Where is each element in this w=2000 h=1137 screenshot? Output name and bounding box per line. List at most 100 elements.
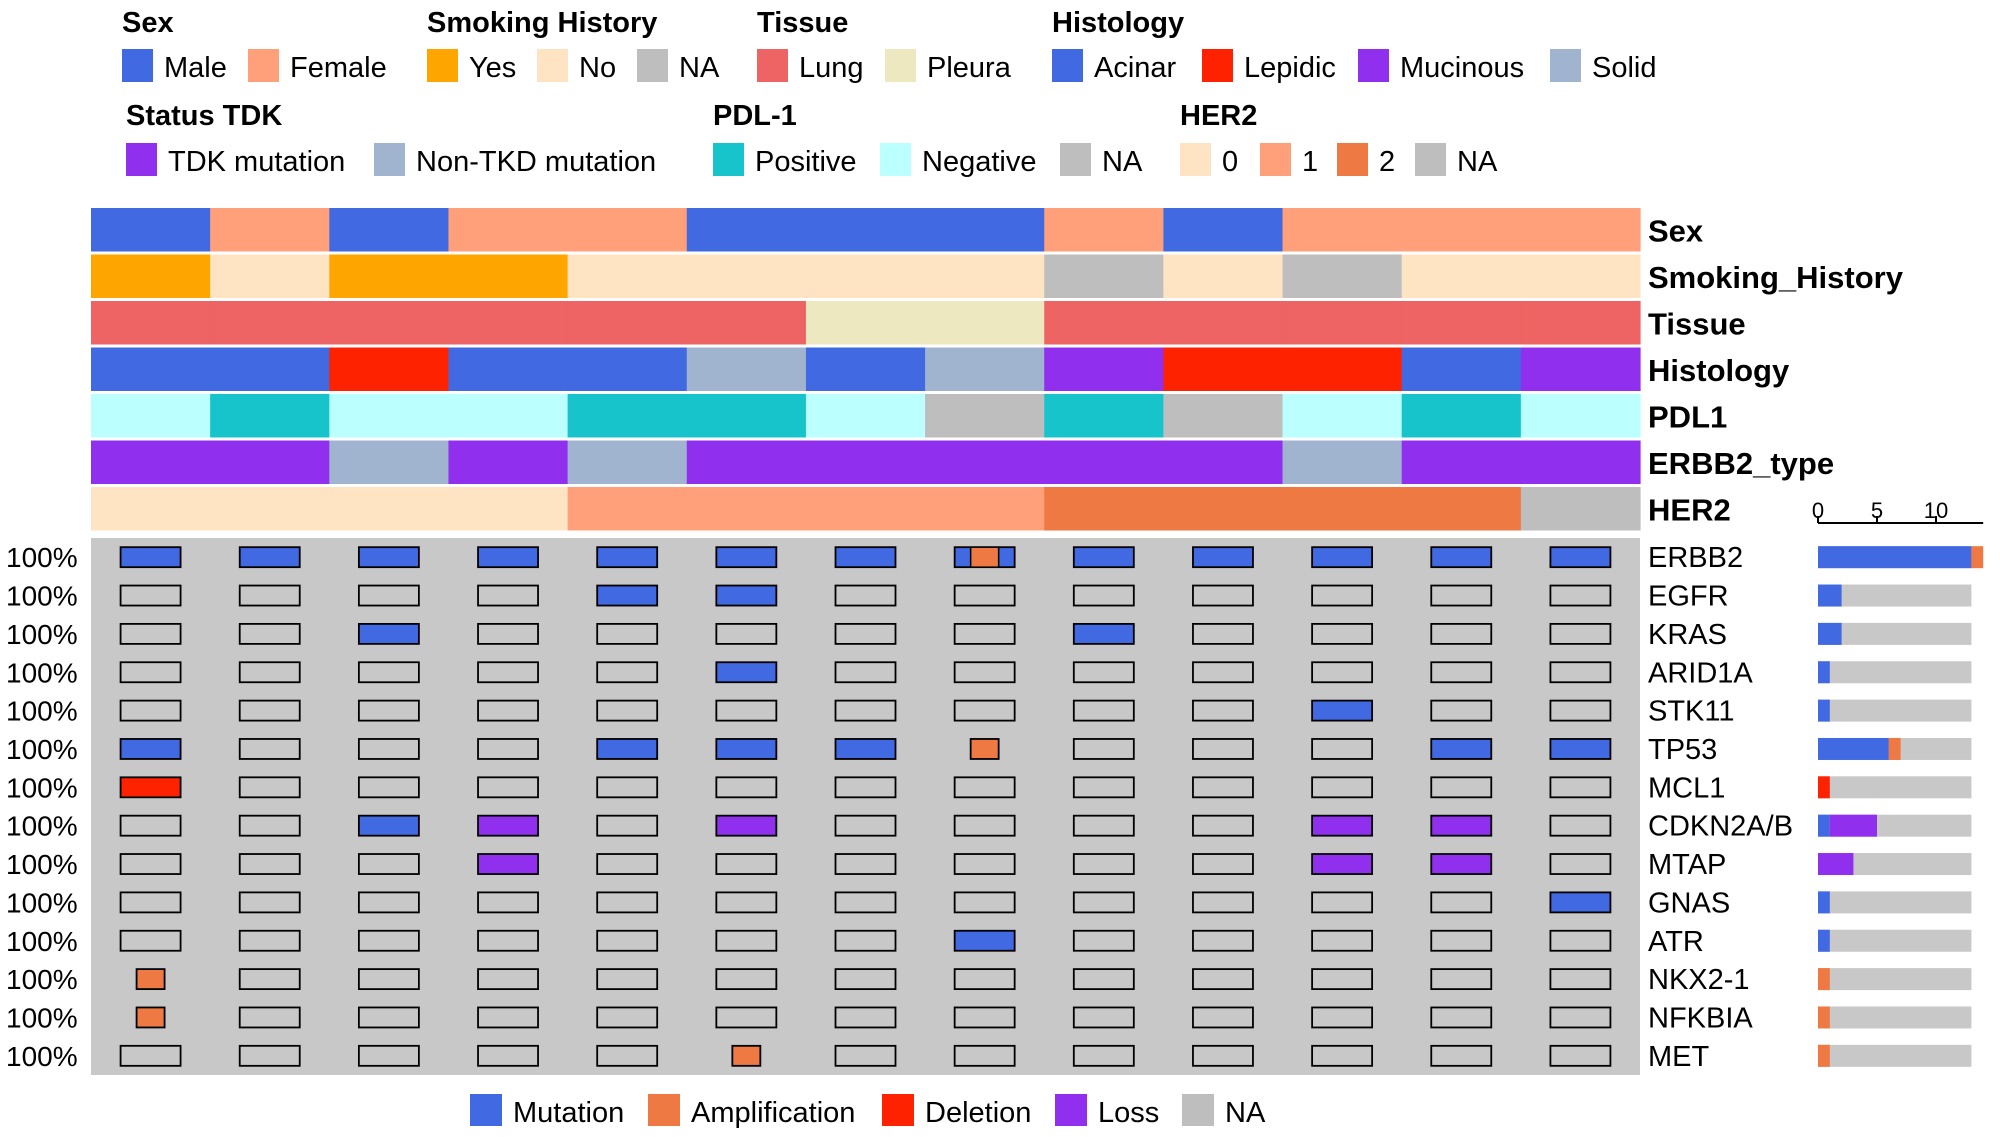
na-cell (596, 699, 659, 722)
barplot-mutation-bar (1818, 546, 1972, 569)
na-cell (596, 776, 659, 799)
annotation-cell (686, 301, 807, 345)
barplot-na-bar (1818, 929, 1972, 952)
bottom-legend-label: Mutation (513, 1097, 624, 1129)
barplot-na-bar (1818, 1044, 1972, 1067)
na-cell (1430, 891, 1493, 914)
barplot-na-bar (1818, 622, 1972, 645)
gene-percentage: 100% (6, 887, 78, 918)
na-cell (1192, 661, 1254, 684)
na-cell (119, 929, 182, 952)
na-cell (953, 584, 1016, 607)
na-cell (1430, 1044, 1493, 1067)
legend-swatch (1415, 143, 1446, 176)
na-cell (238, 1006, 301, 1029)
annotation-cell (805, 347, 926, 391)
na-cell (953, 661, 1016, 684)
na-cell (238, 814, 301, 837)
mutation-cell (596, 738, 659, 760)
na-cell (715, 891, 778, 914)
legend-swatch (537, 49, 568, 82)
annotation-cell (686, 487, 807, 531)
na-cell (834, 1006, 897, 1029)
na-cell (834, 968, 897, 991)
amplification-cell (135, 1006, 166, 1029)
barplot-na-bar (1818, 699, 1972, 722)
mutation-cell (834, 738, 897, 760)
na-cell (1311, 622, 1374, 645)
na-cell (596, 661, 659, 684)
annotation-cell (1282, 487, 1403, 531)
na-cell (1549, 776, 1612, 799)
annotation-cell (1163, 347, 1284, 391)
na-cell (1192, 738, 1254, 760)
na-cell (715, 853, 778, 875)
na-cell (119, 661, 182, 684)
deletion-cell (119, 776, 182, 799)
na-cell (238, 622, 301, 645)
na-cell (1311, 738, 1374, 760)
na-cell (953, 814, 1016, 837)
na-cell (596, 622, 659, 645)
gene-percentage: 100% (6, 926, 78, 957)
legend-title-status-tdk: Status TDK (126, 100, 282, 132)
barplot-deletion-bar (1818, 776, 1830, 799)
na-cell (715, 1006, 778, 1029)
annotation-cell (805, 208, 926, 252)
legend-swatch (374, 143, 405, 176)
barplot-mutation-bar (1818, 699, 1830, 722)
annotation-cell (210, 440, 330, 484)
barplot-na-bar (1818, 584, 1972, 607)
loss-cell (1311, 814, 1374, 837)
legend-label: TDK mutation (168, 146, 345, 178)
na-cell (953, 968, 1016, 991)
barplot-na-bar (1818, 853, 1972, 876)
na-cell (1192, 929, 1254, 952)
barplot-mutation-bar (1818, 814, 1830, 837)
na-cell (1311, 661, 1374, 684)
annotation-cell (1520, 440, 1641, 484)
mutation-cell (596, 584, 659, 607)
na-cell (119, 584, 182, 607)
na-cell (1192, 622, 1254, 645)
barplot-amplification-bar (1818, 1044, 1830, 1067)
na-cell (596, 891, 659, 914)
na-cell (1549, 814, 1612, 837)
gene-percentage: 100% (6, 542, 78, 573)
na-cell (1549, 622, 1612, 645)
bottom-legend-label: Amplification (691, 1097, 855, 1129)
barplot-amplification-bar (1888, 737, 1901, 760)
na-cell (715, 622, 778, 645)
na-cell (1430, 699, 1493, 722)
legend-swatch (427, 49, 458, 82)
annotation-cell (1401, 394, 1522, 438)
legend-swatch (637, 49, 668, 82)
na-cell (1072, 814, 1135, 837)
annotation-cell (925, 440, 1045, 484)
barplot-na-bar (1818, 891, 1972, 914)
bottom-legend-swatch (1182, 1094, 1214, 1126)
na-cell (357, 968, 420, 991)
annotation-cell (1044, 394, 1164, 438)
mutation-cell (119, 738, 182, 760)
annotation-cell (329, 487, 450, 531)
bottom-legend-swatch (470, 1094, 502, 1126)
legend-label: Solid (1592, 52, 1657, 84)
annotation-cell (448, 394, 569, 438)
na-cell (834, 853, 897, 875)
gene-percentage: 100% (6, 772, 78, 803)
na-cell (477, 584, 539, 607)
mutation-cell (1549, 546, 1612, 569)
na-cell (1311, 1006, 1374, 1029)
legend-swatch (248, 49, 279, 82)
gene-percentage: 100% (6, 811, 78, 842)
na-cell (1072, 1044, 1135, 1067)
amplification-cell (135, 968, 166, 991)
na-cell (477, 968, 539, 991)
legend-title-sex: Sex (122, 7, 174, 39)
legend-label: Lepidic (1244, 52, 1336, 84)
na-cell (357, 1044, 420, 1067)
legend-swatch (880, 143, 911, 176)
annotation-cell (1044, 440, 1164, 484)
